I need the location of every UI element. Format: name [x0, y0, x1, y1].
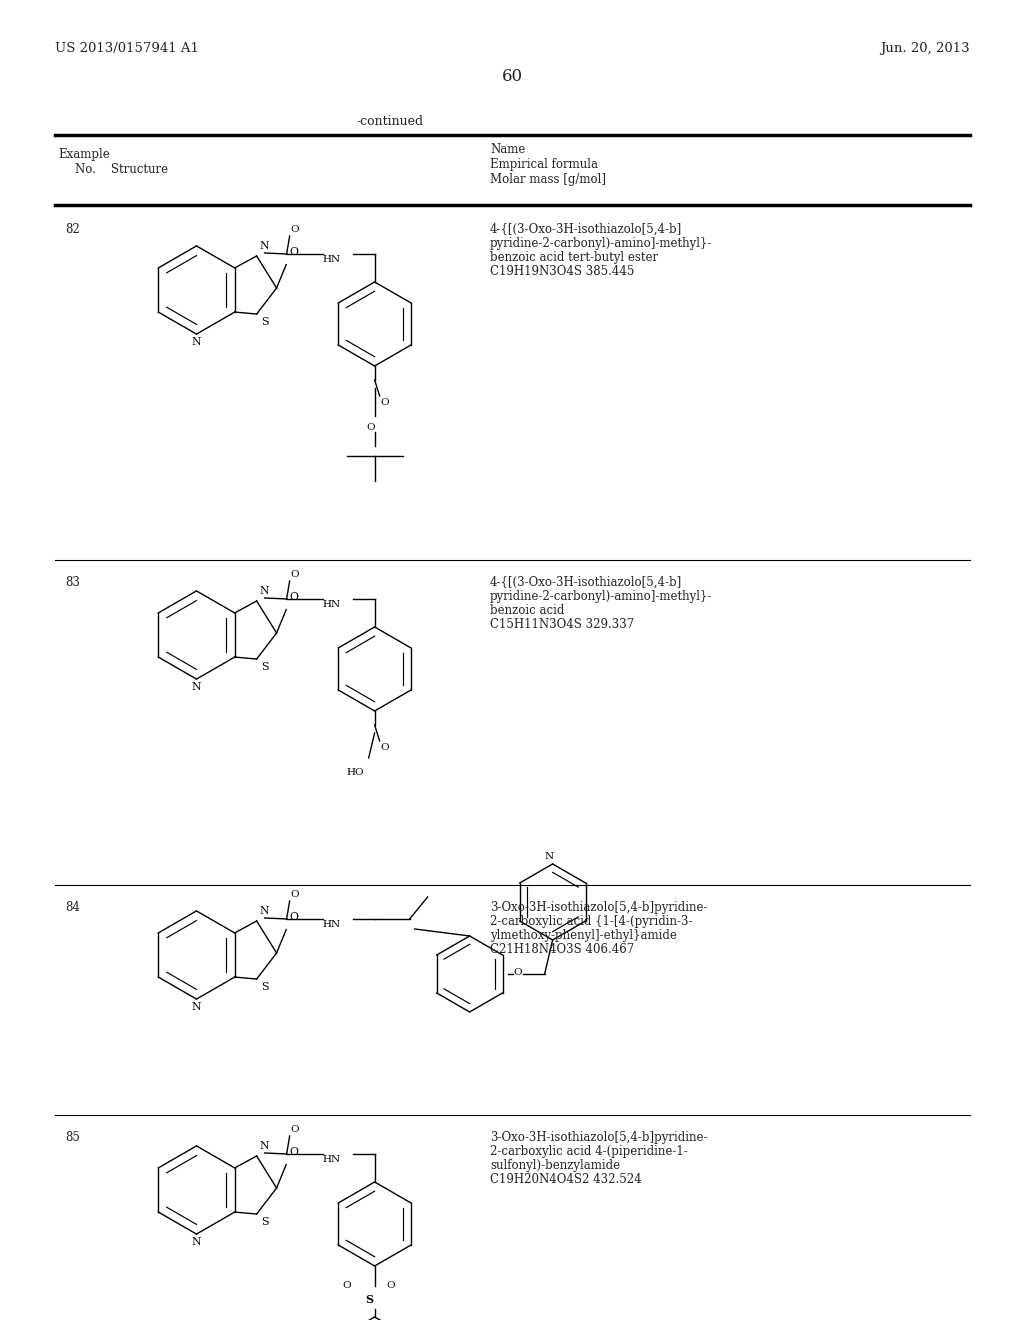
Text: N: N — [260, 1140, 269, 1151]
Text: Molar mass [g/mol]: Molar mass [g/mol] — [490, 173, 606, 186]
Text: 83: 83 — [65, 576, 80, 589]
Text: HO: HO — [347, 768, 365, 777]
Text: ylmethoxy-phenyl]-ethyl}amide: ylmethoxy-phenyl]-ethyl}amide — [490, 929, 677, 942]
Text: pyridine-2-carbonyl)-amino]-methyl}-: pyridine-2-carbonyl)-amino]-methyl}- — [490, 238, 713, 249]
Text: N: N — [260, 586, 269, 597]
Text: N: N — [191, 337, 202, 347]
Text: -continued: -continued — [356, 115, 424, 128]
Text: Name: Name — [490, 143, 525, 156]
Text: 4-{[(3-Oxo-3H-isothiazolo[5,4-b]: 4-{[(3-Oxo-3H-isothiazolo[5,4-b] — [490, 223, 682, 236]
Text: O: O — [289, 591, 298, 602]
Text: O: O — [291, 890, 299, 899]
Text: HN: HN — [323, 1155, 341, 1164]
Text: O: O — [289, 247, 298, 256]
Text: N: N — [191, 1002, 202, 1012]
Text: sulfonyl)-benzylamide: sulfonyl)-benzylamide — [490, 1159, 621, 1172]
Text: 60: 60 — [502, 69, 522, 84]
Text: benzoic acid: benzoic acid — [490, 605, 564, 616]
Text: O: O — [289, 1147, 298, 1156]
Text: O: O — [514, 969, 522, 978]
Text: HN: HN — [323, 601, 341, 609]
Text: N: N — [260, 242, 269, 251]
Text: Example: Example — [58, 148, 110, 161]
Text: C15H11N3O4S 329.337: C15H11N3O4S 329.337 — [490, 618, 634, 631]
Text: N: N — [191, 1237, 202, 1247]
Text: pyridine-2-carbonyl)-amino]-methyl}-: pyridine-2-carbonyl)-amino]-methyl}- — [490, 590, 713, 603]
Text: HN: HN — [323, 920, 341, 929]
Text: O: O — [381, 399, 389, 407]
Text: benzoic acid tert-butyl ester: benzoic acid tert-butyl ester — [490, 251, 658, 264]
Text: C19H19N3O4S 385.445: C19H19N3O4S 385.445 — [490, 265, 635, 279]
Text: 4-{[(3-Oxo-3H-isothiazolo[5,4-b]: 4-{[(3-Oxo-3H-isothiazolo[5,4-b] — [490, 576, 682, 589]
Text: 82: 82 — [65, 223, 80, 236]
Text: N: N — [260, 906, 269, 916]
Text: S: S — [261, 663, 268, 672]
Text: C19H20N4O4S2 432.524: C19H20N4O4S2 432.524 — [490, 1173, 642, 1185]
Text: 2-carboxylic acid {1-[4-(pyridin-3-: 2-carboxylic acid {1-[4-(pyridin-3- — [490, 915, 692, 928]
Text: Jun. 20, 2013: Jun. 20, 2013 — [881, 42, 970, 55]
Text: S: S — [261, 317, 268, 327]
Text: C21H18N4O3S 406.467: C21H18N4O3S 406.467 — [490, 942, 634, 956]
Text: S: S — [366, 1294, 374, 1305]
Text: O: O — [367, 422, 375, 432]
Text: O: O — [381, 743, 389, 752]
Text: N: N — [191, 682, 202, 692]
Text: 3-Oxo-3H-isothiazolo[5,4-b]pyridine-: 3-Oxo-3H-isothiazolo[5,4-b]pyridine- — [490, 1131, 708, 1144]
Text: 84: 84 — [65, 902, 80, 913]
Text: O: O — [291, 224, 299, 234]
Text: 85: 85 — [65, 1131, 80, 1144]
Text: O: O — [289, 912, 298, 921]
Text: O: O — [291, 570, 299, 579]
Text: S: S — [261, 982, 268, 993]
Text: O: O — [291, 1125, 299, 1134]
Text: Empirical formula: Empirical formula — [490, 158, 598, 172]
Text: O: O — [342, 1282, 350, 1291]
Text: S: S — [261, 1217, 268, 1228]
Text: No.    Structure: No. Structure — [75, 162, 168, 176]
Text: 3-Oxo-3H-isothiazolo[5,4-b]pyridine-: 3-Oxo-3H-isothiazolo[5,4-b]pyridine- — [490, 902, 708, 913]
Text: N: N — [544, 851, 553, 861]
Text: 2-carboxylic acid 4-(piperidine-1-: 2-carboxylic acid 4-(piperidine-1- — [490, 1144, 688, 1158]
Text: HN: HN — [323, 255, 341, 264]
Text: O: O — [387, 1282, 395, 1291]
Text: US 2013/0157941 A1: US 2013/0157941 A1 — [55, 42, 199, 55]
